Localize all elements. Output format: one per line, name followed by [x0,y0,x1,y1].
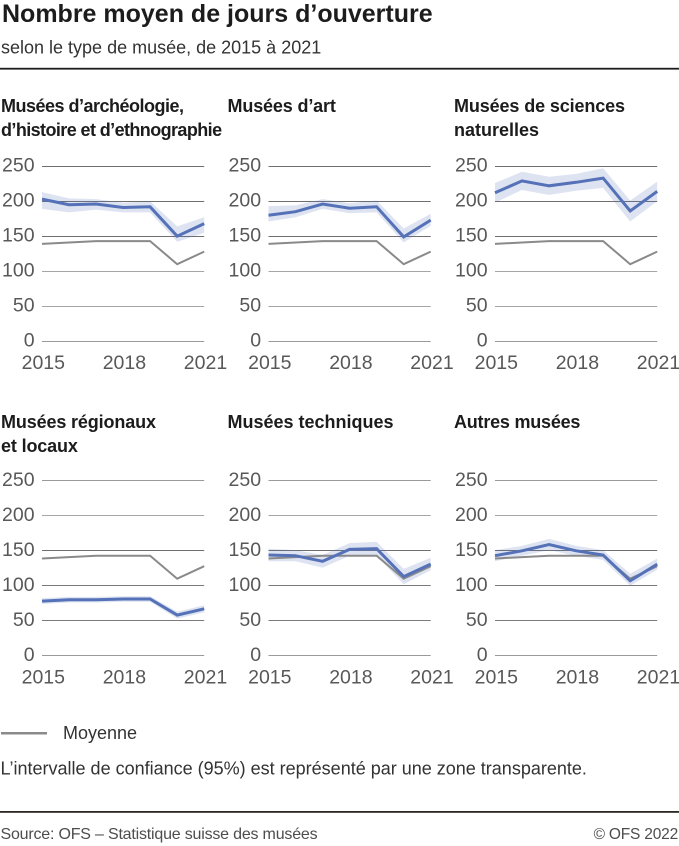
svg-text:Autres musées: Autres musées [454,412,580,432]
svg-text:Musées d’art: Musées d’art [228,96,336,116]
svg-text:0: 0 [250,644,261,666]
svg-text:2021: 2021 [410,667,453,689]
svg-text:150: 150 [455,539,488,561]
svg-text:150: 150 [229,224,262,246]
svg-text:250: 250 [229,154,262,176]
svg-text:et locaux: et locaux [1,436,78,456]
svg-text:250: 250 [2,469,35,491]
svg-text:150: 150 [2,224,35,246]
svg-text:2018: 2018 [329,667,372,689]
svg-text:Musées de sciences: Musées de sciences [454,96,625,116]
svg-text:150: 150 [229,539,262,561]
svg-text:© OFS 2022: © OFS 2022 [594,826,678,843]
svg-text:100: 100 [229,259,262,281]
svg-text:250: 250 [229,469,262,491]
svg-text:Nombre moyen de jours d’ouvert: Nombre moyen de jours d’ouverture [2,0,433,28]
svg-text:2018: 2018 [556,667,599,689]
svg-text:naturelles: naturelles [454,120,539,140]
svg-text:200: 200 [229,189,262,211]
svg-text:2015: 2015 [22,667,66,689]
svg-text:2015: 2015 [248,352,292,374]
svg-text:0: 0 [24,329,35,351]
svg-text:150: 150 [455,224,488,246]
svg-text:200: 200 [2,189,35,211]
svg-text:2018: 2018 [103,352,146,374]
svg-text:100: 100 [455,574,488,596]
svg-text:Source: OFS – Statistique suis: Source: OFS – Statistique suisse des mus… [1,826,318,843]
svg-text:150: 150 [2,539,35,561]
svg-text:2015: 2015 [248,667,292,689]
svg-text:50: 50 [239,609,261,631]
svg-text:2015: 2015 [22,352,66,374]
svg-text:2018: 2018 [329,352,372,374]
svg-text:2021: 2021 [410,352,453,374]
svg-text:100: 100 [229,574,262,596]
svg-text:200: 200 [2,504,35,526]
svg-text:2015: 2015 [475,667,519,689]
svg-text:0: 0 [24,644,35,666]
svg-text:selon le type de musée, de 201: selon le type de musée, de 2015 à 2021 [1,38,321,58]
svg-text:100: 100 [455,259,488,281]
svg-text:2021: 2021 [184,352,227,374]
svg-text:200: 200 [229,504,262,526]
svg-text:250: 250 [455,154,488,176]
svg-text:200: 200 [455,189,488,211]
svg-text:0: 0 [477,644,488,666]
svg-text:Musées d’archéologie,: Musées d’archéologie, [1,96,184,116]
svg-text:50: 50 [13,609,35,631]
svg-text:2015: 2015 [475,352,519,374]
svg-text:100: 100 [2,259,35,281]
svg-text:0: 0 [477,329,488,351]
svg-text:2021: 2021 [637,352,679,374]
svg-text:100: 100 [2,574,35,596]
svg-text:2018: 2018 [556,352,599,374]
svg-text:50: 50 [13,294,35,316]
svg-text:50: 50 [466,294,488,316]
svg-text:50: 50 [239,294,261,316]
svg-text:0: 0 [250,329,261,351]
svg-text:Musées techniques: Musées techniques [228,412,394,432]
svg-text:L’intervalle de confiance (95%: L’intervalle de confiance (95%) est repr… [1,758,587,778]
svg-text:2021: 2021 [184,667,227,689]
svg-text:Musées régionaux: Musées régionaux [1,412,156,432]
svg-text:2018: 2018 [103,667,146,689]
svg-text:d’histoire et d’ethnographie: d’histoire et d’ethnographie [1,120,222,140]
svg-text:2021: 2021 [637,667,679,689]
svg-text:250: 250 [455,469,488,491]
svg-text:50: 50 [466,609,488,631]
svg-text:200: 200 [455,504,488,526]
svg-text:Moyenne: Moyenne [63,723,137,743]
svg-text:250: 250 [2,154,35,176]
